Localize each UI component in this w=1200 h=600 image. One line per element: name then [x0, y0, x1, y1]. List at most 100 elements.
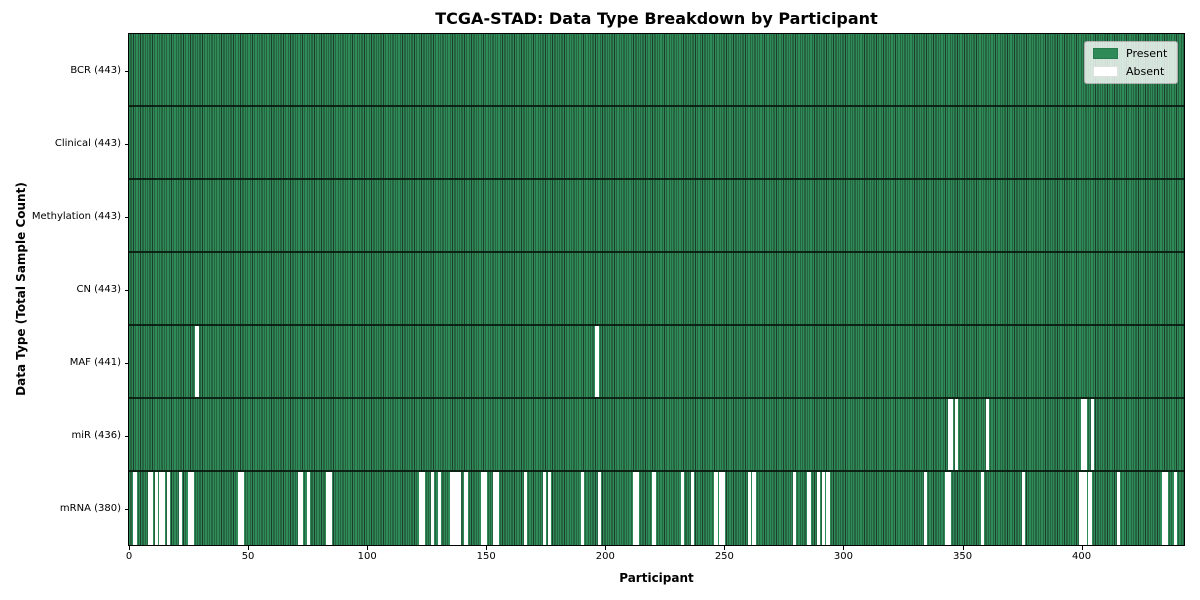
absent-cell — [240, 472, 244, 545]
y-tick-mark — [125, 143, 129, 145]
absent-cell — [523, 472, 528, 545]
absent-cell — [954, 399, 959, 470]
absent-cell — [821, 472, 825, 545]
absent-cell — [1088, 472, 1092, 545]
y-tick-mark — [125, 508, 129, 510]
legend-present-swatch — [1093, 48, 1118, 59]
absent-cell — [147, 472, 151, 545]
x-tick-mark — [962, 546, 964, 550]
y-axis-title: Data Type (Total Sample Count) — [14, 182, 28, 396]
x-tick-label: 350 — [952, 551, 973, 562]
absent-cell — [580, 472, 585, 545]
absent-cell — [430, 472, 435, 545]
absent-cell — [450, 472, 454, 545]
absent-cell — [133, 472, 137, 545]
absent-cell — [1083, 472, 1087, 545]
absent-cell — [492, 472, 497, 545]
absent-cell — [981, 472, 985, 545]
y-tick-mark — [125, 435, 129, 437]
absent-cell — [1021, 472, 1025, 545]
absent-cell — [714, 472, 718, 545]
absent-cell — [752, 472, 756, 545]
absent-cell — [238, 472, 242, 545]
heatmap-row-mrna — [129, 472, 1184, 545]
heatmap-row-mir — [129, 399, 1184, 472]
x-tick-mark — [486, 546, 488, 550]
absent-cell — [188, 472, 192, 545]
legend-absent-label: Absent — [1126, 65, 1165, 78]
heatmap-row-methylation — [129, 180, 1184, 253]
absent-cell — [690, 472, 694, 545]
y-tick-label: CN (443) — [76, 283, 121, 295]
legend-item-absent: Absent — [1093, 65, 1167, 78]
x-axis-title: Participant — [619, 571, 694, 585]
heatmap-row-clinical — [129, 107, 1184, 180]
absent-cell — [826, 472, 830, 545]
absent-cell — [950, 399, 954, 470]
x-tick-label: 50 — [241, 551, 255, 562]
y-tick-label: mRNA (380) — [59, 502, 121, 514]
x-tick-label: 150 — [476, 551, 496, 562]
legend-absent-swatch — [1093, 66, 1118, 77]
absent-cell — [947, 472, 952, 545]
absent-cell — [464, 472, 468, 545]
absent-cell — [721, 472, 725, 545]
absent-cell — [816, 472, 821, 545]
heatmap-row-bcr — [129, 34, 1184, 107]
absent-cell — [457, 472, 461, 545]
legend-present-label: Present — [1126, 47, 1168, 60]
legend-item-present: Present — [1093, 47, 1167, 60]
absent-cell — [438, 472, 442, 545]
x-tick-mark — [1081, 546, 1083, 550]
absent-cell — [542, 472, 547, 545]
absent-cell — [149, 472, 154, 545]
absent-cell — [947, 399, 952, 470]
absent-cell — [1083, 399, 1087, 470]
absent-cell — [652, 472, 656, 545]
absent-cell — [635, 472, 640, 545]
x-tick-mark — [724, 546, 726, 550]
x-tick-label: 400 — [1072, 551, 1092, 562]
absent-cell — [807, 472, 811, 545]
x-tick-mark — [605, 546, 607, 550]
y-tick-label: Clinical (443) — [54, 137, 121, 149]
absent-cell — [1173, 472, 1178, 545]
x-tick-mark — [367, 546, 369, 550]
absent-cell — [161, 472, 166, 545]
absent-cell — [1116, 472, 1121, 545]
chart-title: TCGA-STAD: Data Type Breakdown by Partic… — [435, 9, 878, 28]
absent-cell — [747, 472, 752, 545]
absent-cell — [166, 472, 170, 545]
absent-cell — [597, 472, 602, 545]
absent-cell — [190, 472, 194, 545]
absent-cell — [159, 472, 163, 545]
absent-cell — [1090, 399, 1094, 470]
absent-cell — [1081, 472, 1085, 545]
absent-cell — [454, 472, 459, 545]
absent-cell — [178, 472, 182, 545]
absent-cell — [495, 472, 499, 545]
absent-cell — [195, 326, 199, 397]
absent-cell — [154, 472, 159, 545]
absent-cell — [328, 472, 332, 545]
absent-cell — [297, 472, 301, 545]
heatmap-row-maf — [129, 326, 1184, 399]
absent-cell — [792, 472, 797, 545]
absent-cell — [945, 472, 949, 545]
x-tick-label: 200 — [595, 551, 615, 562]
absent-cell — [483, 472, 487, 545]
absent-cell — [1162, 472, 1166, 545]
absent-cell — [1164, 472, 1168, 545]
x-tick-label: 300 — [833, 551, 853, 562]
absent-cell — [681, 472, 685, 545]
y-tick-label: BCR (443) — [70, 64, 121, 76]
y-tick-mark — [125, 70, 129, 72]
x-tick-label: 0 — [125, 551, 133, 562]
x-tick-label: 250 — [714, 551, 734, 562]
absent-cell — [923, 472, 928, 545]
absent-cell — [719, 472, 723, 545]
absent-cell — [547, 472, 552, 545]
absent-cell — [480, 472, 485, 545]
plot-area — [128, 33, 1185, 546]
